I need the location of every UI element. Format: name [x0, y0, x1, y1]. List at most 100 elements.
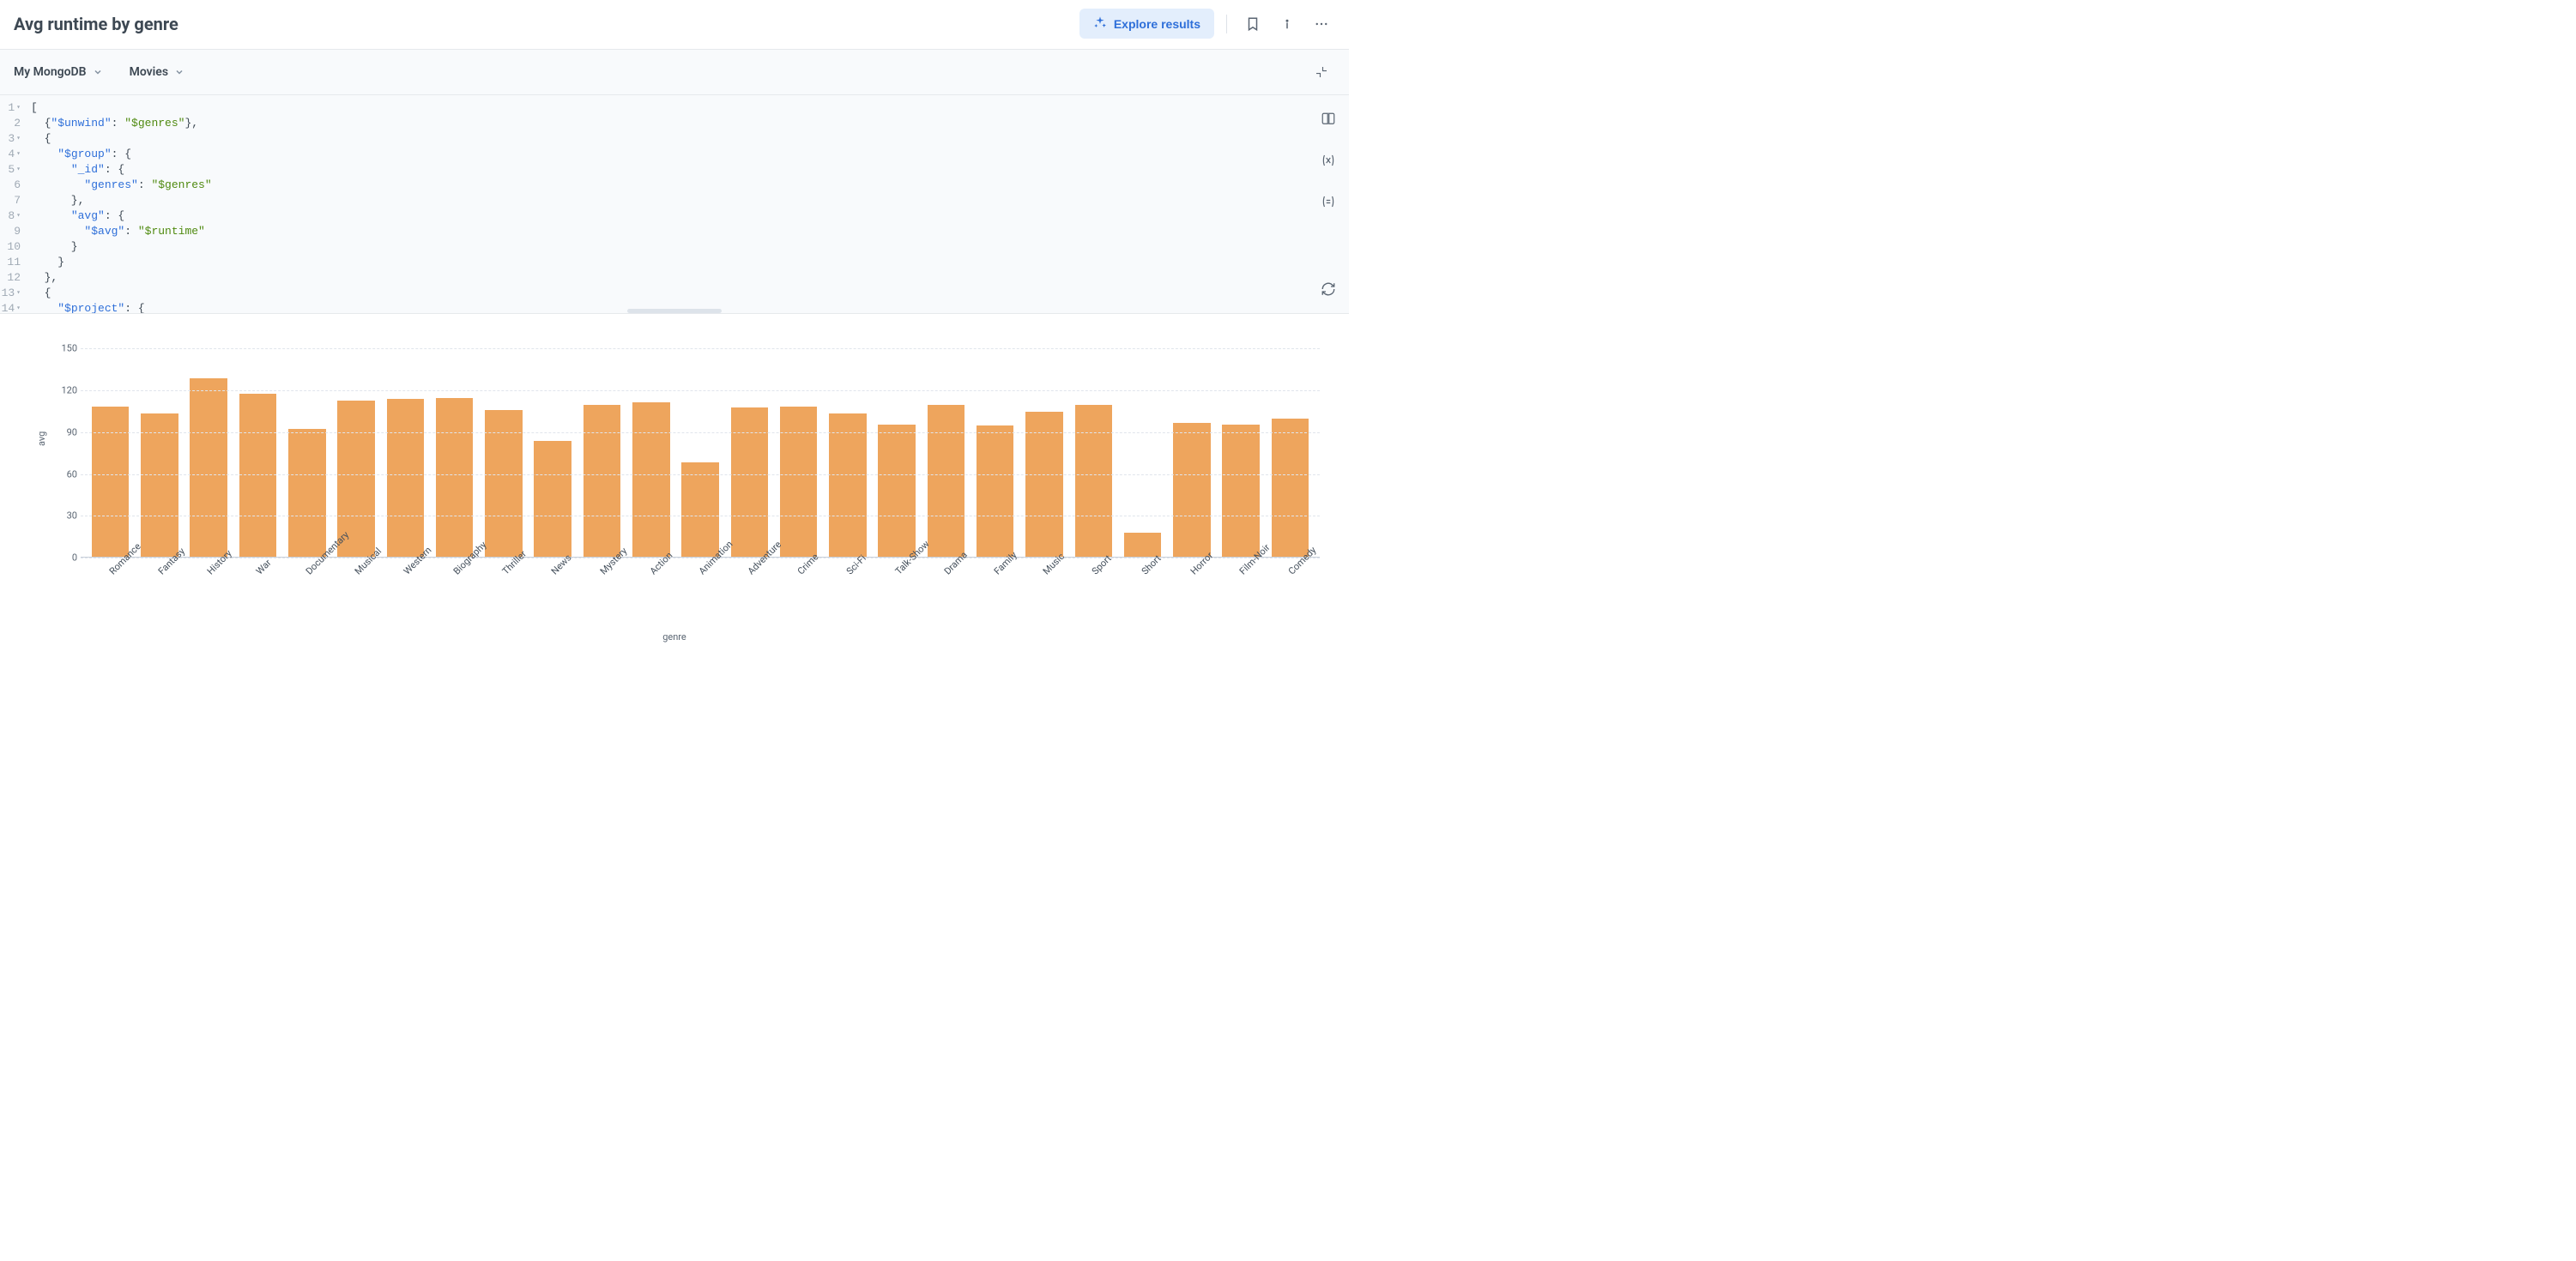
bar[interactable]: [681, 462, 719, 558]
bar-slot: [381, 335, 430, 557]
x-tick: Drama: [922, 560, 971, 612]
bar[interactable]: [731, 407, 769, 557]
bar-slot: [430, 335, 479, 557]
code-line: "avg": {: [31, 208, 212, 224]
bar[interactable]: [436, 398, 474, 557]
bars-container: [81, 335, 1320, 557]
more-button[interactable]: [1308, 10, 1335, 38]
variables-button[interactable]: [1315, 147, 1342, 174]
snippet-icon: [1321, 194, 1336, 209]
bar[interactable]: [92, 407, 130, 558]
x-labels: RomanceFantasyHistoryWarDocumentaryMusic…: [81, 560, 1320, 612]
code-editor[interactable]: 1▾23▾4▾5▾678▾910111213▾14▾15 [ {"$unwind…: [0, 95, 1349, 313]
bar[interactable]: [977, 425, 1014, 557]
fold-icon[interactable]: ▾: [16, 301, 21, 313]
subheader: My MongoDB Movies: [0, 50, 1349, 95]
code-line: [: [31, 100, 212, 116]
gridline: [81, 474, 1320, 475]
bar-slot: [922, 335, 971, 557]
line-number: 5▾: [0, 162, 22, 178]
bar[interactable]: [584, 405, 621, 557]
bar[interactable]: [534, 441, 571, 557]
code-line: {: [31, 131, 212, 147]
page-title: Avg runtime by genre: [14, 14, 178, 34]
code-line: {"$unwind": "$genres"},: [31, 116, 212, 131]
bar-slot: [1019, 335, 1068, 557]
db-selector[interactable]: My MongoDB: [14, 65, 102, 79]
line-number: 1▾: [0, 100, 22, 116]
bar[interactable]: [1222, 425, 1260, 557]
fold-icon[interactable]: ▾: [16, 147, 21, 162]
x-tick: War: [233, 560, 282, 612]
x-tick: Sport: [1069, 560, 1118, 612]
run-button[interactable]: [1315, 275, 1342, 303]
bar[interactable]: [239, 394, 277, 557]
bar-slot: [184, 335, 233, 557]
chevron-down-icon: [94, 68, 102, 76]
x-tick: Family: [971, 560, 1019, 612]
bar-slot: [1266, 335, 1315, 557]
bar-slot: [1216, 335, 1265, 557]
code-line: "$project": {: [31, 301, 212, 313]
bar-slot: [774, 335, 823, 557]
x-tick: Romance: [86, 560, 135, 612]
code-line: },: [31, 193, 212, 208]
x-tick: Fantasy: [135, 560, 184, 612]
gridline: [81, 348, 1320, 349]
code-content[interactable]: [ {"$unwind": "$genres"}, { "$group": { …: [26, 95, 212, 313]
x-tick: Adventure: [725, 560, 774, 612]
x-tick: Horror: [1167, 560, 1216, 612]
header: Avg runtime by genre Explore results: [0, 0, 1349, 50]
x-tick: Crime: [774, 560, 823, 612]
sparkle-icon: [1093, 15, 1107, 32]
bar[interactable]: [141, 413, 178, 557]
explore-results-button[interactable]: Explore results: [1079, 9, 1214, 39]
bar[interactable]: [1173, 423, 1211, 557]
bar-slot: [282, 335, 331, 557]
fold-icon[interactable]: ▾: [16, 131, 21, 147]
code-line: }: [31, 255, 212, 270]
x-tick: Short: [1118, 560, 1167, 612]
resize-handle[interactable]: [627, 309, 722, 313]
docs-button[interactable]: [1315, 106, 1342, 133]
bookmark-icon: [1245, 16, 1261, 32]
info-button[interactable]: [1273, 10, 1301, 38]
code-line: {: [31, 286, 212, 301]
bar[interactable]: [829, 413, 867, 557]
bar[interactable]: [387, 399, 425, 557]
line-number: 2: [0, 116, 22, 131]
bar[interactable]: [1272, 419, 1309, 557]
x-tick: News: [529, 560, 577, 612]
bar-slot: [1118, 335, 1167, 557]
snippets-button[interactable]: [1315, 188, 1342, 215]
bar-slot: [479, 335, 528, 557]
collapse-icon: [1314, 64, 1329, 80]
line-number: 8▾: [0, 208, 22, 224]
bookmark-button[interactable]: [1239, 10, 1267, 38]
fold-icon[interactable]: ▾: [16, 162, 21, 178]
line-number: 7: [0, 193, 22, 208]
bar[interactable]: [190, 378, 227, 557]
bar[interactable]: [780, 407, 818, 558]
x-tick: Animation: [675, 560, 724, 612]
collapse-button[interactable]: [1308, 58, 1335, 86]
y-axis-label: avg: [36, 431, 47, 446]
chevron-down-icon: [175, 68, 184, 76]
fold-icon[interactable]: ▾: [16, 100, 21, 116]
bar[interactable]: [632, 402, 670, 557]
bar[interactable]: [288, 429, 326, 558]
x-tick: Mystery: [577, 560, 626, 612]
collection-selector[interactable]: Movies: [130, 65, 184, 79]
bar-slot: [1069, 335, 1118, 557]
bar[interactable]: [1075, 405, 1113, 557]
bar[interactable]: [878, 425, 916, 557]
bar-slot: [529, 335, 577, 557]
bar[interactable]: [928, 405, 965, 557]
bar[interactable]: [1025, 412, 1063, 557]
fold-icon[interactable]: ▾: [16, 208, 21, 224]
y-tick-label: 60: [55, 468, 77, 480]
bar-slot: [823, 335, 872, 557]
x-tick: Talk-Show: [873, 560, 922, 612]
fold-icon[interactable]: ▾: [16, 286, 21, 301]
refresh-icon: [1321, 281, 1336, 297]
